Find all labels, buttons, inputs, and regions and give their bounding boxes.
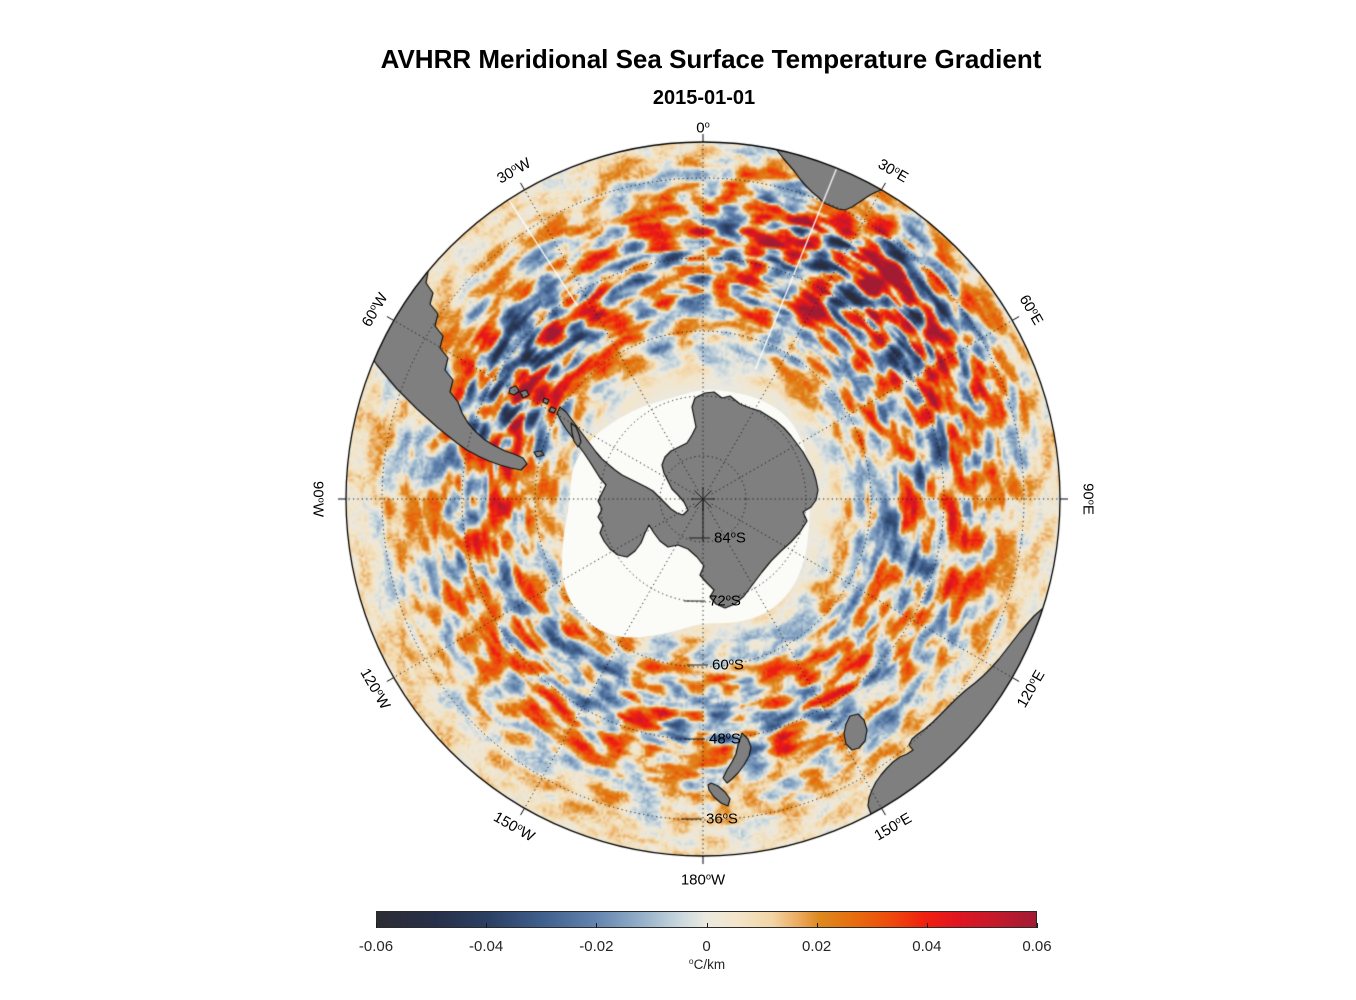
colorbar-tick — [927, 923, 928, 928]
colorbar-tick-label: 0.02 — [802, 938, 832, 955]
colorbar-tick — [596, 923, 597, 928]
colorbar-tick — [376, 923, 377, 928]
colorbar-tick-label: 0 — [702, 938, 711, 955]
colorbar-tick — [817, 923, 818, 928]
colorbar-tick-label: -0.04 — [469, 938, 504, 955]
colorbar-tick-label: -0.06 — [358, 938, 394, 955]
colorbar-tick — [1037, 923, 1038, 928]
colorbar-tick — [486, 923, 487, 928]
colorbar-tick-label: -0.02 — [579, 938, 614, 955]
colorbar-tick-label: 0.04 — [912, 938, 942, 955]
colorbar-tick — [707, 923, 708, 928]
colorbar — [376, 911, 1037, 928]
colorbar-tick-label: 0.06 — [1022, 938, 1052, 955]
colorbar-unit-label: oC/km — [688, 956, 726, 972]
